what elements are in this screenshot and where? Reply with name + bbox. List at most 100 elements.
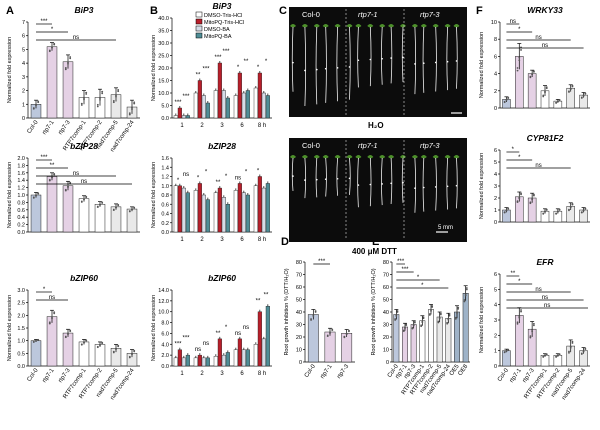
data-point	[343, 335, 346, 338]
x-tick-label: 6	[240, 371, 244, 377]
seedling-root	[401, 157, 404, 203]
significance-label: ***	[40, 155, 48, 161]
data-point	[580, 352, 583, 355]
panel-label-b: B	[150, 5, 158, 17]
data-point	[465, 288, 468, 291]
y-tick-label: 1.4	[161, 165, 169, 171]
significance-label: ns	[203, 341, 209, 347]
bar-mitopq-tris-hcl-6	[237, 183, 242, 233]
y-tick-label: 25.0	[158, 54, 169, 60]
data-point	[348, 329, 350, 332]
root-mark	[316, 68, 318, 71]
seedling-leaves	[444, 155, 451, 159]
y-tick-label: 2.0	[161, 353, 169, 359]
data-point	[131, 106, 133, 109]
bar-dmso-tris-hcl-3	[213, 192, 218, 233]
bar-col-0	[393, 314, 400, 363]
data-point	[503, 351, 506, 353]
y-tick-label: 12.0	[158, 299, 169, 305]
bar-mitopq-tris-hcl-6	[237, 72, 242, 119]
bar-rtp7comp-1	[540, 355, 550, 367]
data-point	[396, 310, 399, 312]
bar-dmso-tris-hcl-2	[193, 92, 198, 119]
bar-dmso-tris-hcl-1	[173, 185, 178, 233]
data-point	[532, 193, 535, 196]
data-point	[556, 354, 559, 357]
data-point	[437, 320, 440, 323]
y-tick-label: 4.0	[161, 342, 169, 348]
data-point	[69, 56, 72, 58]
photo-label-rtp7-3: rtp7-3	[420, 141, 440, 150]
bar-rtp7-3	[410, 324, 417, 363]
significance-label: ns	[535, 163, 541, 169]
y-tick-label: 6	[22, 34, 25, 40]
chart-a-bzip28: bZIP28 0.00.2 0.40.6 0.81.01.2 1.41.6 1.82.0 N…	[7, 141, 140, 236]
data-point	[99, 97, 101, 100]
data-point	[80, 343, 83, 346]
bar-mitopq-tris-hcl-2	[197, 80, 202, 119]
y-tick-label: 0.8	[161, 193, 169, 199]
data-point	[518, 196, 521, 199]
data-point	[80, 102, 83, 105]
bar-dmso-tris-hcl-3	[213, 90, 218, 119]
data-point	[446, 321, 449, 324]
data-point	[394, 318, 397, 320]
seedling-leaves	[420, 155, 427, 159]
bar-mitopq-ba-1	[185, 115, 190, 119]
bar-dmso-ba-3	[221, 90, 226, 119]
x-tick-label: 1	[180, 237, 184, 243]
seedling-root	[369, 157, 372, 207]
bar-rtp7-1	[402, 326, 408, 363]
seedling-root	[422, 26, 425, 93]
seedling-leaves	[313, 155, 320, 159]
legend-b: DMSO-Tris-HCl MitoPQ-Tris-HCl DMSO-BA Mi…	[195, 11, 244, 40]
data-point	[558, 208, 561, 211]
data-point	[80, 200, 83, 203]
y-tick-label: 0	[22, 116, 25, 122]
root-mark	[324, 178, 327, 180]
legend-swatch-dmso-ba	[195, 25, 203, 32]
bar-mitopq-ba-3	[225, 204, 230, 233]
bar-col-0	[30, 340, 42, 367]
chart-b-bip3: BiP3 0.0 5.0 10.0 15.0 20.0 25.0 30.0 35.0 40.0 No…	[151, 1, 272, 129]
y-tick-label: 2.0	[17, 156, 25, 162]
x-tick-label: 3	[220, 237, 224, 243]
chart-title: EFR	[537, 257, 555, 267]
legend-label-dmso-ba: DMSO-BA	[204, 27, 230, 33]
y-tick-label: 60	[296, 285, 302, 291]
legend-swatch-mitopq-tris	[195, 18, 203, 25]
x-tick-label: 1	[180, 371, 184, 377]
seedling-leaves	[313, 24, 320, 28]
data-point	[569, 87, 572, 90]
data-point	[569, 205, 572, 208]
significance-label: ***	[174, 100, 182, 106]
data-point	[131, 208, 133, 211]
y-tick-label: 70	[383, 273, 389, 279]
significance-label: *	[421, 283, 424, 289]
bar-mitopq-tris-hcl-6	[237, 338, 242, 367]
data-point	[331, 328, 334, 331]
data-point	[531, 73, 534, 75]
significance-label: ns	[183, 172, 189, 178]
x-tick-label: rtp7-1	[320, 363, 334, 380]
root-mark	[434, 186, 437, 188]
bar-dmso-tris-hcl-2	[193, 190, 198, 233]
data-point	[314, 310, 317, 312]
bar-oe8	[462, 293, 469, 363]
data-point	[53, 311, 56, 314]
y-tick-label: 5	[494, 287, 497, 293]
seedling-root	[349, 157, 351, 195]
data-point	[67, 62, 69, 65]
x-tick-label: Col-0	[304, 363, 318, 379]
x-tick-label: 1	[180, 123, 184, 129]
root-mark	[348, 177, 351, 180]
data-point	[531, 197, 534, 200]
root-mark	[423, 186, 425, 189]
bar-mitopq-ba-8-h	[265, 95, 270, 119]
significance-label: ***	[174, 342, 182, 348]
root-mark	[423, 62, 425, 64]
data-point	[37, 338, 40, 341]
y-tick-label: 0.8	[17, 200, 25, 206]
seedling-leaves	[411, 24, 418, 28]
